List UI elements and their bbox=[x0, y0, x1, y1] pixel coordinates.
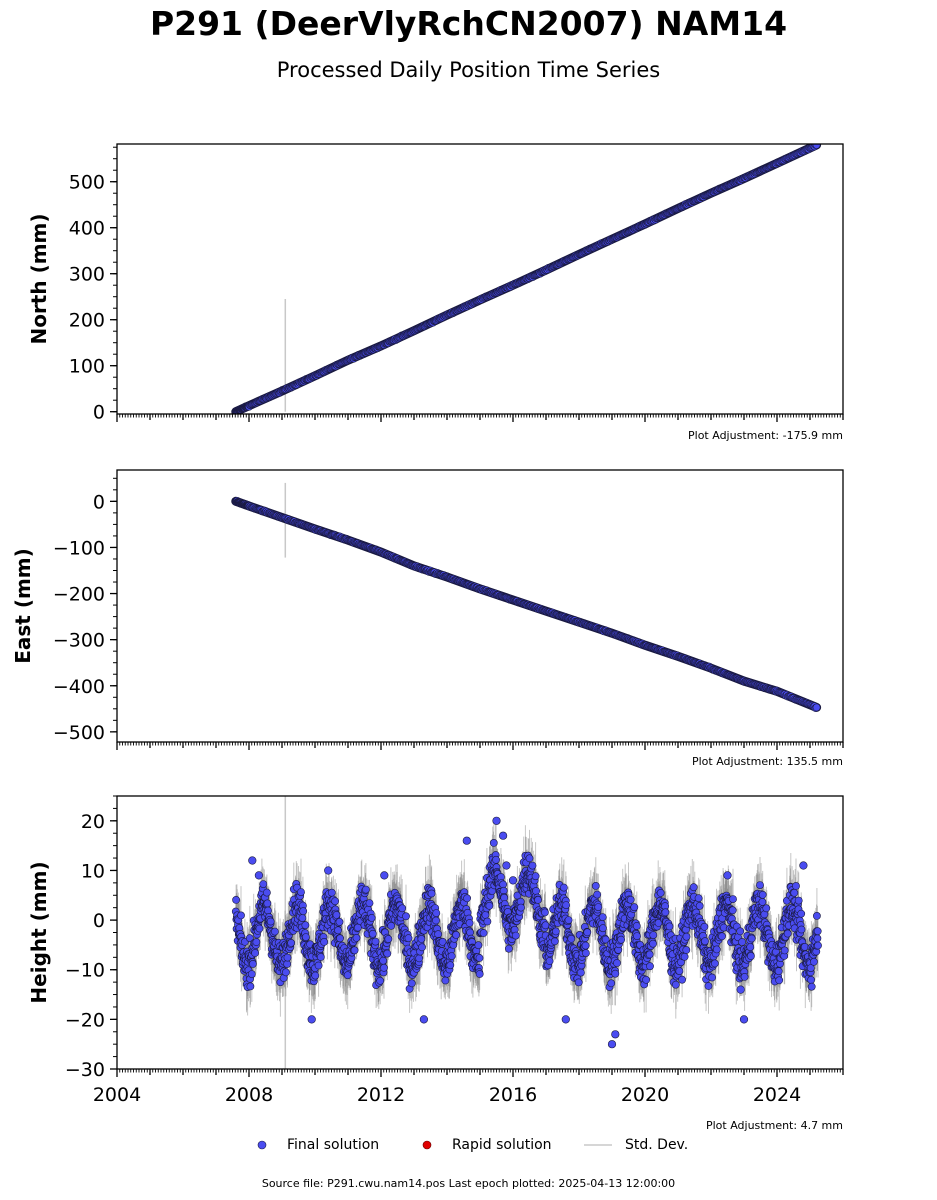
data-point bbox=[251, 949, 259, 957]
data-point bbox=[376, 976, 385, 985]
data-point bbox=[299, 907, 308, 916]
y-tick-label: 400 bbox=[69, 218, 105, 240]
data-point bbox=[331, 897, 339, 906]
data-point bbox=[232, 896, 240, 904]
plot-area bbox=[231, 144, 822, 414]
data-point bbox=[371, 937, 380, 946]
data-point bbox=[387, 921, 396, 930]
data-point bbox=[336, 934, 344, 943]
data-point bbox=[298, 914, 307, 922]
data-point bbox=[415, 954, 424, 963]
data-point bbox=[367, 914, 376, 922]
data-point bbox=[301, 933, 310, 941]
data-point bbox=[314, 961, 323, 970]
data-point bbox=[398, 904, 407, 913]
data-point bbox=[255, 924, 264, 933]
data-point bbox=[263, 899, 272, 908]
data-point bbox=[245, 934, 254, 943]
y-tick-label: 200 bbox=[69, 310, 105, 332]
data-point bbox=[407, 979, 416, 988]
data-point bbox=[447, 952, 456, 960]
data-point bbox=[287, 939, 295, 947]
plot-adjustment-label: Plot Adjustment: -175.9 mm bbox=[688, 429, 843, 442]
data-point bbox=[427, 889, 436, 898]
data-point bbox=[252, 938, 261, 946]
data-point bbox=[812, 144, 821, 149]
panel-east: 0 −100 −200 −300 −400 −500 East (mm) Plot Adjus… bbox=[11, 469, 844, 768]
data-point bbox=[259, 880, 268, 888]
data-point bbox=[343, 971, 352, 980]
data-point bbox=[417, 935, 426, 943]
data-point bbox=[332, 911, 341, 919]
y-axis-label: East (mm) bbox=[11, 548, 35, 664]
data-point bbox=[365, 899, 374, 907]
data-point bbox=[297, 888, 305, 896]
y-axis-label: North (mm) bbox=[27, 213, 51, 344]
data-point bbox=[283, 953, 292, 962]
data-point bbox=[361, 885, 370, 894]
data-point bbox=[266, 917, 275, 926]
data-point bbox=[812, 703, 821, 712]
data-point bbox=[262, 888, 271, 897]
data-point bbox=[452, 931, 460, 939]
data-point bbox=[264, 906, 272, 915]
data-point bbox=[350, 946, 359, 955]
data-point bbox=[334, 926, 342, 935]
plot-adjustment-label: Plot Adjustment: 135.5 mm bbox=[692, 755, 843, 768]
data-point bbox=[316, 953, 325, 961]
page-subtitle: Processed Daily Position Time Series bbox=[276, 58, 661, 82]
y-tick-label: 0 bbox=[93, 491, 105, 513]
data-point bbox=[434, 930, 443, 939]
data-point bbox=[379, 956, 388, 965]
data-point bbox=[404, 934, 413, 943]
panel-north: 0 100 200 300 400 500 North (mm) Plot Adjustmen… bbox=[27, 143, 844, 442]
data-point bbox=[418, 943, 426, 952]
data-point bbox=[327, 888, 336, 897]
data-point bbox=[335, 918, 344, 926]
data-point bbox=[380, 963, 388, 972]
y-tick-label: −400 bbox=[53, 676, 105, 698]
data-point bbox=[281, 968, 290, 977]
y-tick-label: 100 bbox=[69, 356, 105, 378]
data-point bbox=[383, 949, 392, 958]
y-tick-label: 500 bbox=[69, 172, 105, 194]
y-tick-label: 300 bbox=[69, 264, 105, 286]
page-title: P291 (DeerVlyRchCN2007) NAM14 bbox=[149, 4, 788, 43]
data-point bbox=[270, 927, 279, 936]
y-tick-label: −100 bbox=[53, 537, 105, 559]
y-tick-label: −500 bbox=[53, 722, 105, 744]
data-point bbox=[246, 982, 255, 991]
data-point bbox=[384, 935, 393, 943]
axes-frame bbox=[116, 469, 844, 743]
data-point bbox=[247, 970, 256, 978]
y-tick-label: 0 bbox=[93, 402, 105, 424]
y-tick-label: −200 bbox=[53, 584, 105, 606]
y-tick-label: −300 bbox=[53, 630, 105, 652]
data-point bbox=[368, 929, 377, 938]
data-point bbox=[432, 916, 440, 925]
data-point bbox=[352, 934, 361, 942]
data-point bbox=[320, 938, 328, 946]
data-point bbox=[248, 960, 257, 968]
data-point bbox=[311, 971, 320, 980]
data-point bbox=[441, 976, 450, 985]
data-point bbox=[402, 912, 410, 921]
plot-area bbox=[231, 482, 822, 712]
data-point bbox=[301, 921, 310, 930]
data-point bbox=[237, 911, 245, 920]
data-point bbox=[432, 909, 441, 917]
plot-area bbox=[231, 796, 822, 1069]
data-point bbox=[438, 937, 447, 946]
data-point bbox=[446, 961, 455, 970]
